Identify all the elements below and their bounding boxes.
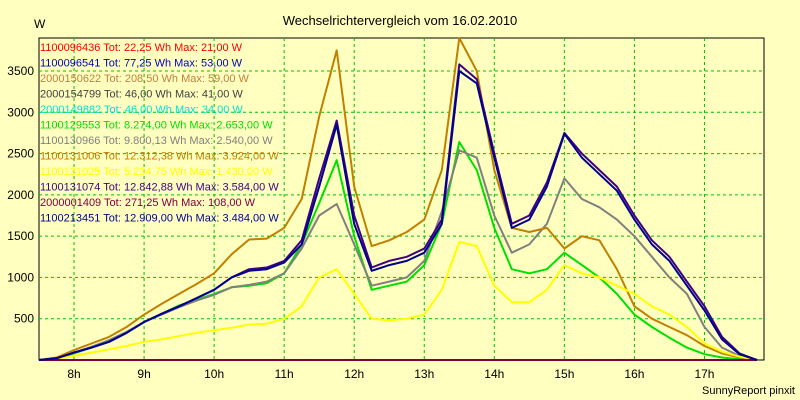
legend-entry-0: 1100096436 Tot: 22,25 Wh Max: 21,00 W	[40, 42, 243, 54]
y-tick-label: 500	[14, 312, 34, 326]
footer-credit: SunnyReport pinxit	[702, 385, 795, 397]
x-tick-label: 10h	[204, 367, 224, 381]
series-lines	[38, 37, 758, 361]
y-axis-label: W	[34, 17, 46, 31]
x-tick-label: 12h	[344, 367, 364, 381]
x-tick-label: 14h	[484, 367, 504, 381]
legend-entry-10: 2000001409 Tot: 271,25 Wh Max: 108,00 W	[40, 197, 256, 209]
legend-entry-2: 2000150622 Tot: 208,50 Wh Max: 59,00 W	[40, 73, 250, 85]
legend-entry-11: 1100213451 Tot: 12.909,00 Wh Max: 3.484,…	[40, 213, 279, 225]
x-tick-label: 16h	[624, 367, 644, 381]
series-line-7	[38, 37, 758, 361]
legend-entry-9: 1100131074 Tot: 12.842,88 Wh Max: 3.584,…	[40, 182, 279, 194]
y-tick-label: 2000	[7, 188, 34, 202]
x-tick-label: 17h	[694, 367, 714, 381]
legend-entry-4: 2000149882 Tot: 46,00 Wh Max: 34,00 W	[40, 104, 243, 116]
y-tick-label: 1000	[7, 270, 34, 284]
y-tick-label: 1500	[7, 229, 34, 243]
y-tick-label: 3500	[7, 64, 34, 78]
series-line-11	[38, 70, 758, 361]
series-line-8	[38, 240, 758, 361]
legend-entry-1: 1100096541 Tot: 77,25 Wh Max: 53,00 W	[40, 58, 243, 70]
axis-ticks: 500 1000 1500 2000 2500 3000 3500 8h 9h 10h 11h 12h…	[7, 64, 714, 381]
legend-entry-5: 1100129553 Tot: 8.274,00 Wh Max: 2.653,0…	[40, 120, 273, 132]
x-tick-label: 9h	[137, 367, 150, 381]
legend: 1100096436 Tot: 22,25 Wh Max: 21,00 W 110…	[40, 42, 279, 225]
x-tick-label: 15h	[554, 367, 574, 381]
legend-entry-6: 1100130966 Tot: 9.800,13 Wh Max: 2.540,0…	[40, 135, 273, 147]
legend-entry-8: 1100131025 Tot: 5.234,75 Wh Max: 1.430,0…	[40, 166, 273, 178]
x-tick-label: 11h	[275, 367, 294, 381]
y-tick-label: 2500	[7, 147, 34, 161]
y-tick-label: 3000	[7, 105, 34, 119]
x-tick-label: 13h	[414, 367, 434, 381]
chart-title: Wechselrichtervergleich vom 16.02.2010	[283, 13, 518, 28]
legend-entry-3: 2000154799 Tot: 46,00 Wh Max: 41,00 W	[40, 89, 243, 101]
legend-entry-7: 1100131006 Tot: 12.312,38 Wh Max: 3.924,…	[40, 151, 279, 163]
x-tick-label: 8h	[67, 367, 80, 381]
